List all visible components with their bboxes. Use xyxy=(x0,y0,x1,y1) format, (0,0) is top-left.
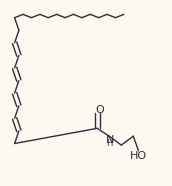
Text: HO: HO xyxy=(130,151,147,161)
Text: N: N xyxy=(106,135,114,145)
Text: O: O xyxy=(95,105,104,115)
Text: H: H xyxy=(106,140,113,148)
